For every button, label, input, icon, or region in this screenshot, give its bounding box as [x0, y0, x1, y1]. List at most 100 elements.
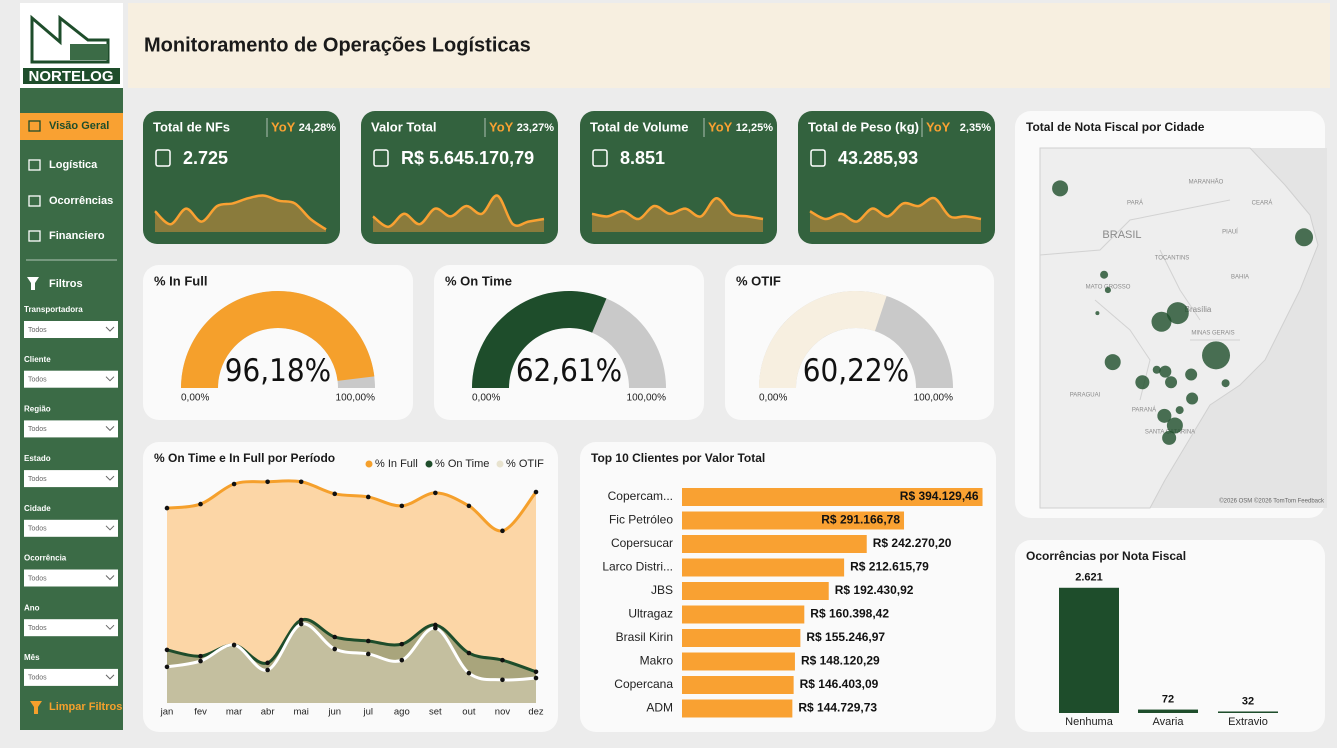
nav-item[interactable]: Ocorrências — [49, 195, 113, 207]
gauge-tick-label: 100,00% — [336, 393, 376, 404]
kpi-icon — [373, 149, 389, 167]
map-bubble[interactable] — [1186, 392, 1199, 405]
map-bubble[interactable] — [1157, 408, 1172, 423]
value-label: 72 — [1162, 693, 1174, 705]
nav-item[interactable]: Financiero — [49, 230, 105, 242]
x-tick-label: ago — [394, 707, 410, 718]
map-bubble[interactable] — [1166, 302, 1189, 325]
gauge-tick-label: 0,00% — [472, 393, 500, 404]
map-bubble[interactable] — [1159, 365, 1172, 378]
dropdown-chevron — [105, 575, 115, 581]
category-label: ADM — [646, 701, 673, 715]
value-label: 32 — [1242, 695, 1254, 707]
chart-title: Ocorrências por Nota Fiscal — [1026, 549, 1186, 563]
map-bubble[interactable] — [1152, 365, 1161, 374]
category-label: JBS — [651, 583, 673, 597]
nav-active — [20, 113, 123, 140]
gauge-value-arc — [181, 291, 375, 388]
chart-title: Total de Nota Fiscal por Cidade — [1026, 120, 1205, 134]
map-bubble[interactable] — [1052, 180, 1069, 197]
x-tick-label: jul — [363, 707, 374, 718]
map-bubble[interactable] — [1095, 311, 1100, 316]
map-bubble[interactable] — [1166, 417, 1183, 434]
filter-label: Transportadora — [24, 305, 83, 314]
data-point — [466, 650, 472, 656]
kpi-value: 43.285,93 — [838, 148, 918, 168]
nav-item[interactable]: Logística — [49, 159, 98, 171]
gauge-value: 60,22% — [803, 353, 909, 389]
map-label: MINAS GERAIS — [1191, 331, 1234, 337]
data-point — [164, 505, 170, 511]
kpi-yoy: 24,28% — [299, 122, 337, 134]
map-bubble[interactable] — [1104, 354, 1121, 371]
map-attribution: ©2026 OSM ©2026 TomTom Feedback — [1219, 498, 1325, 505]
filter-dropdown[interactable] — [24, 668, 118, 686]
legend-label: % OTIF — [506, 458, 544, 470]
map-bubble[interactable] — [1295, 228, 1314, 247]
map-bubble[interactable] — [1185, 368, 1198, 381]
filter-dropdown[interactable] — [24, 619, 118, 637]
data-point — [433, 490, 438, 496]
category-label: Makro — [640, 654, 674, 668]
data-point — [231, 642, 237, 648]
x-tick-label: jun — [327, 707, 341, 718]
x-tick-label: dez — [528, 707, 544, 718]
map-bubble[interactable] — [1162, 430, 1177, 445]
filter-value: Todos — [28, 526, 47, 533]
map-label: MARANHÃO — [1189, 179, 1224, 186]
filter-dropdown[interactable] — [24, 370, 118, 388]
map-bubble[interactable] — [1104, 287, 1111, 294]
map-bubble[interactable] — [1100, 270, 1109, 279]
clear-icon[interactable] — [30, 701, 42, 714]
data-point — [500, 657, 505, 663]
bar — [682, 676, 794, 694]
nav-icon — [28, 195, 41, 207]
filter-dropdown[interactable] — [24, 519, 118, 537]
value-label: R$ 160.398,42 — [810, 607, 889, 621]
x-tick-label: abr — [261, 707, 275, 718]
kpi-yoy-label: YoY — [926, 119, 951, 134]
filter-value: Todos — [28, 476, 47, 483]
value-label: 2.621 — [1075, 572, 1103, 584]
filter-dropdown[interactable] — [24, 321, 118, 338]
nav-icon — [28, 230, 41, 242]
x-tick-label: Avaria — [1153, 716, 1185, 728]
value-label: R$ 144.729,73 — [798, 701, 877, 715]
map-label: PIAUÍ — [1222, 229, 1238, 236]
data-point — [365, 638, 371, 644]
data-point — [265, 479, 270, 485]
data-point — [164, 647, 170, 653]
map-bubble[interactable] — [1175, 406, 1184, 415]
gauge-title: % In Full — [154, 273, 207, 288]
gauge-value-arc — [759, 291, 887, 388]
data-point — [332, 634, 338, 640]
sparkline-area — [592, 198, 763, 232]
page-title: Monitoramento de Operações Logísticas — [144, 34, 531, 56]
map-bubble[interactable] — [1202, 341, 1231, 370]
filter-value: Todos — [28, 377, 47, 384]
chart-title: % On Time e In Full por Período — [154, 451, 335, 465]
map-bubble[interactable] — [1221, 379, 1230, 388]
nav-icon — [28, 159, 41, 171]
map-label: CEARÁ — [1252, 200, 1273, 207]
bar — [1059, 587, 1119, 713]
clear-filters[interactable]: Limpar Filtros — [49, 701, 122, 713]
sparkline-area — [810, 197, 981, 232]
bar — [682, 652, 795, 671]
filter-dropdown[interactable] — [24, 470, 118, 488]
kpi-value: 8.851 — [620, 148, 665, 168]
map-bubble[interactable] — [1151, 311, 1172, 332]
legend-label: % On Time — [435, 458, 489, 470]
map-bubble[interactable] — [1135, 375, 1150, 390]
kpi-yoy: 23,27% — [517, 122, 555, 134]
filter-dropdown[interactable] — [24, 420, 118, 438]
data-point — [500, 528, 505, 534]
filter-dropdown[interactable] — [24, 569, 118, 587]
bar — [682, 535, 867, 553]
sparkline — [154, 194, 327, 231]
series-line — [166, 479, 538, 533]
kpi-card — [361, 111, 558, 244]
nav-item[interactable]: Visão Geral — [49, 120, 109, 132]
map-bubble[interactable] — [1165, 376, 1178, 389]
data-point — [198, 653, 203, 659]
